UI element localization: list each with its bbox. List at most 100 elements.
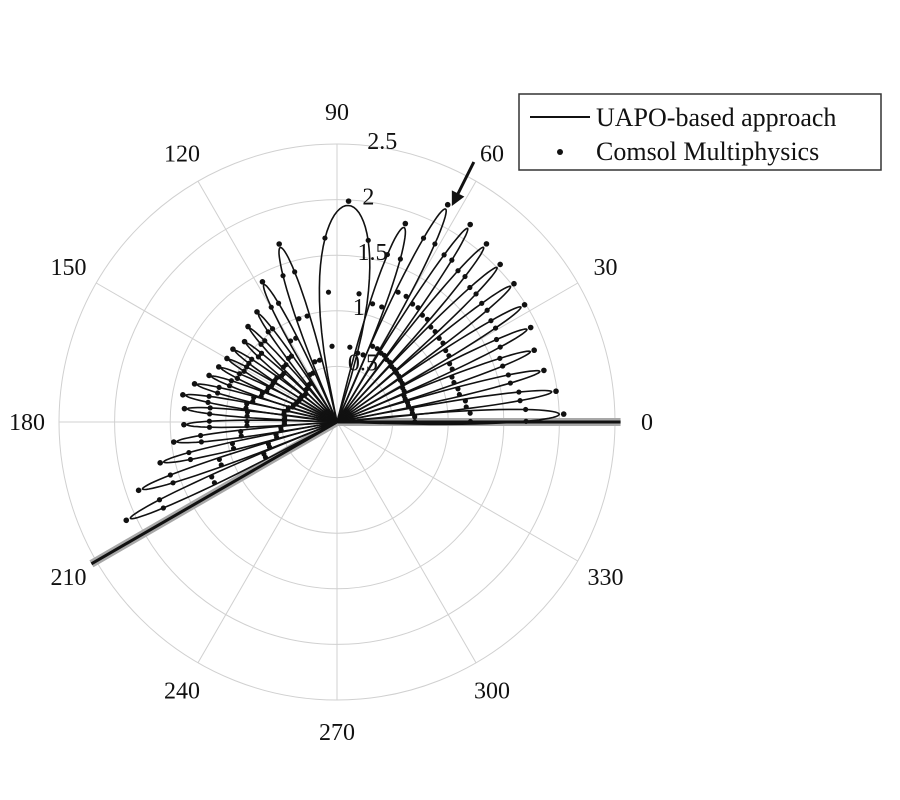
angular-tick-label: 30	[593, 255, 617, 281]
lobe-4	[336, 328, 528, 423]
comsol-point	[436, 335, 442, 341]
angular-tick-label: 300	[474, 678, 510, 704]
comsol-point-tip	[467, 221, 473, 228]
comsol-point	[365, 237, 371, 243]
arrow-head	[451, 190, 465, 206]
angular-tick-label: 270	[319, 720, 355, 746]
comsol-point	[347, 344, 353, 350]
comsol-point-tip	[254, 309, 260, 315]
lobe-6	[336, 285, 512, 423]
comsol-point	[280, 273, 286, 279]
arrow-annotation	[451, 161, 476, 206]
comsol-point	[400, 385, 406, 391]
lobe-28	[141, 421, 338, 491]
comsol-point	[446, 361, 453, 367]
comsol-point	[236, 371, 243, 377]
angular-tick-label: 330	[587, 565, 623, 591]
comsol-point-tip	[123, 517, 130, 524]
comsol-point	[186, 449, 192, 456]
comsol-point	[456, 391, 462, 398]
tick-labels: 0 30 60 90 120 150 180 210 240 270 300 330 0.5 1 1.5 2 2…	[9, 100, 653, 746]
comsol-point	[250, 398, 256, 405]
comsol-point	[397, 377, 403, 383]
comsol-point	[156, 497, 163, 503]
comsol-point	[403, 293, 409, 299]
comsol-point	[167, 472, 173, 478]
comsol-point	[446, 353, 452, 359]
comsol-point	[409, 301, 416, 307]
comsol-point	[455, 268, 461, 274]
comsol-point-tip	[135, 487, 142, 494]
comsol-point-tip	[560, 411, 567, 417]
comsol-point	[304, 313, 310, 319]
comsol-point	[211, 480, 218, 486]
comsol-point	[258, 393, 264, 399]
comsol-point	[296, 316, 302, 322]
lobe-7	[336, 266, 498, 423]
comsol-point-tip	[511, 280, 517, 287]
comsol-point-tip	[191, 381, 198, 387]
comsol-point	[274, 434, 280, 441]
comsol-point	[264, 388, 270, 394]
angular-tick-label: 60	[480, 142, 504, 168]
lobe-27	[162, 421, 338, 464]
comsol-point	[258, 350, 265, 356]
comsol-point	[307, 372, 313, 378]
grid-spoke	[336, 421, 579, 562]
angular-tick-label: 90	[325, 100, 349, 126]
lobe-11	[336, 226, 407, 423]
comsol-point	[517, 398, 523, 404]
lobe-22	[196, 383, 338, 423]
comsol-point-tip	[206, 372, 212, 379]
comsol-point	[467, 410, 473, 416]
comsol-point	[206, 424, 213, 430]
comsol-point	[360, 352, 366, 358]
comsol-point	[206, 418, 213, 424]
comsol-point	[230, 445, 237, 452]
comsol-point	[234, 375, 241, 381]
comsol-point	[507, 380, 513, 386]
comsol-point	[384, 251, 390, 258]
legend-entry-comsol: Comsol Multiphysics	[596, 137, 819, 166]
series-comsol-markers	[123, 198, 567, 524]
comsol-point	[370, 343, 376, 349]
comsol-point-tip	[230, 346, 236, 352]
lobe-5	[336, 305, 522, 423]
comsol-point	[187, 456, 194, 463]
comsol-point	[316, 357, 323, 363]
comsol-point	[244, 401, 250, 407]
legend-box	[518, 93, 882, 171]
comsol-point	[467, 418, 474, 425]
comsol-point	[329, 343, 335, 349]
comsol-point	[229, 440, 236, 447]
comsol-point-tip	[170, 439, 177, 445]
comsol-point	[214, 390, 221, 396]
comsol-point-tip	[345, 198, 352, 204]
comsol-point	[356, 291, 362, 297]
legend: UAPO-based approach Comsol Multiphysics	[518, 93, 882, 171]
comsol-point	[226, 383, 233, 389]
comsol-point	[281, 421, 288, 427]
comsol-point	[207, 405, 213, 411]
comsol-point	[415, 305, 421, 311]
comsol-point	[479, 300, 485, 306]
comsol-point-tip	[541, 367, 547, 374]
comsol-point	[516, 389, 522, 395]
comsol-point	[262, 338, 268, 344]
comsol-point-tip	[483, 241, 490, 247]
grid-spoke	[197, 421, 338, 664]
comsol-point-tip	[444, 201, 451, 208]
comsol-point	[455, 386, 461, 392]
comsol-point	[412, 419, 418, 425]
comsol-point	[292, 269, 298, 275]
comsol-point-tip	[497, 261, 503, 268]
comsol-point	[493, 336, 500, 343]
comsol-point	[244, 413, 250, 419]
comsol-point	[325, 289, 332, 295]
comsol-point	[278, 427, 284, 433]
comsol-point	[170, 480, 176, 486]
grid-spoke	[95, 282, 338, 423]
lobe-9	[336, 227, 469, 423]
angular-tick-label: 120	[164, 142, 200, 168]
